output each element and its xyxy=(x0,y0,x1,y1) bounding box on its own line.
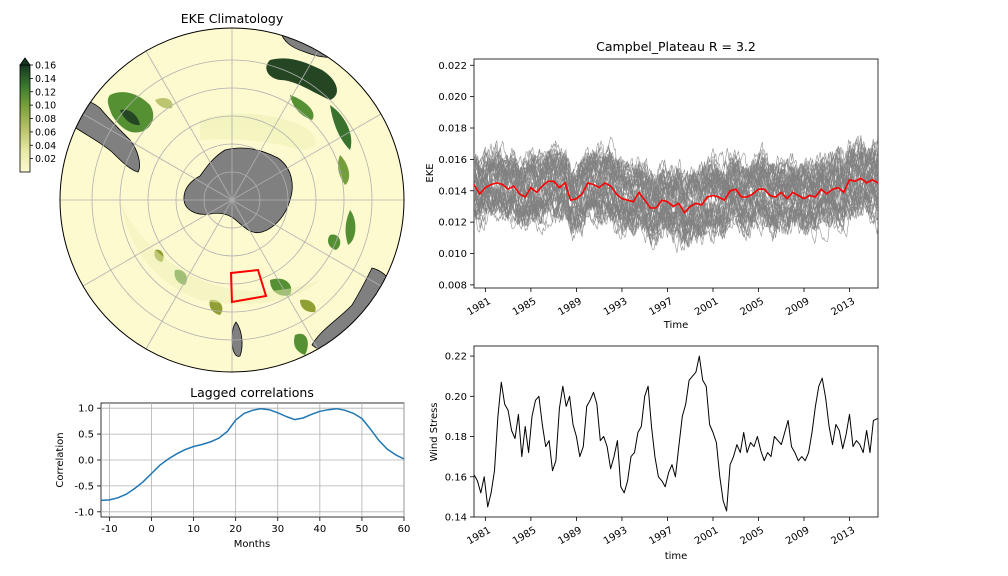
lagged-corr-axes: -10 0 10 20 30 40 50 60 1.0 0.5 0.0 -0.5 -1.0 xyxy=(74,404,410,535)
eke-xtick-label: 1989 xyxy=(556,296,584,318)
wind-stress-line xyxy=(473,355,879,512)
wind-stress-ytick-label: 0.16 xyxy=(445,472,467,483)
lagged-corr-ytick-label: 0.5 xyxy=(78,430,94,441)
eke-ytick-label: 0.018 xyxy=(438,124,467,135)
colorbar-tick-label: 0.08 xyxy=(35,114,56,125)
lagged-corr-xtick-label: 10 xyxy=(187,524,200,535)
lagged-corr-xtick-label: 40 xyxy=(313,524,326,535)
wind-stress-xtick-label: 1989 xyxy=(556,525,584,547)
lagged-corr-line-layer xyxy=(100,407,405,502)
wind-stress-ytick-label: 0.22 xyxy=(445,352,467,363)
wind-stress-xtick-label: 2001 xyxy=(693,525,721,547)
colorbar-tick-label: 0.04 xyxy=(35,141,56,152)
polar-map-disc xyxy=(60,28,404,372)
eke-timeseries-ylabel: EKE xyxy=(425,163,436,182)
eke-xtick-label: 1985 xyxy=(511,296,539,318)
eke-xtick-label: 2009 xyxy=(784,296,812,318)
wind-stress-xtick-label: 2009 xyxy=(784,525,812,547)
eke-field xyxy=(107,58,356,355)
eke-mean-layer xyxy=(474,177,878,215)
eke-xtick-label: 1981 xyxy=(465,296,493,318)
wind-stress-xlabel: time xyxy=(665,551,688,562)
wind-stress-ytick-label: 0.18 xyxy=(445,432,467,443)
lagged-corr-title: Lagged correlations xyxy=(190,385,314,400)
eke-xtick-label: 2005 xyxy=(738,296,766,318)
eke-ensemble-member xyxy=(474,186,878,248)
colorbar-tick-label: 0.16 xyxy=(35,61,56,72)
eke-timeseries-xlabel: Time xyxy=(663,320,688,331)
lagged-corr-xtick-label: 30 xyxy=(271,524,284,535)
lagged-corr-xtick-label: 0 xyxy=(148,524,154,535)
campbell-plateau-box xyxy=(229,268,268,304)
lagged-corr-ytick-label: 1.0 xyxy=(78,404,94,415)
eke-ensemble-lines xyxy=(474,135,878,253)
wind-stress-xtick-label: 1997 xyxy=(647,525,675,547)
eke-mean-line xyxy=(474,177,878,215)
lagged-corr-xtick-label: -10 xyxy=(101,524,117,535)
lagged-corr-grid xyxy=(101,403,405,517)
lagged-corr-xtick-label: 60 xyxy=(398,524,411,535)
colorbar-ticks: 0.16 0.14 0.12 0.10 0.08 0.06 0.04 0.02 xyxy=(30,61,56,165)
eke-xtick-label: 1997 xyxy=(647,296,675,318)
eke-ytick-label: 0.014 xyxy=(438,186,467,197)
eke-ensemble-member xyxy=(474,142,878,205)
map-boundary xyxy=(59,27,405,373)
colorbar-tick-label: 0.06 xyxy=(35,127,56,138)
colorbar-tick-label: 0.14 xyxy=(35,74,56,85)
eke-ytick-label: 0.020 xyxy=(438,92,467,103)
wind-stress-ytick-label: 0.14 xyxy=(445,513,467,524)
eke-ytick-label: 0.012 xyxy=(438,218,467,229)
colorbar-tick-label: 0.02 xyxy=(35,154,56,165)
eke-timeseries-panel: Campbel_Plateau R = 3.2 0.008 0.010 0.012 0… xyxy=(425,39,879,331)
lagged-corr-xtick-label: 50 xyxy=(356,524,369,535)
new-zealand xyxy=(231,321,243,357)
eke-xtick-label: 2001 xyxy=(693,296,721,318)
wind-stress-xtick-label: 2005 xyxy=(738,525,766,547)
lagged-corr-panel: Lagged correlations -10 0 10 20 30 40 50 60 1.0 0… xyxy=(55,385,410,550)
eke-timeseries-title: Campbel_Plateau R = 3.2 xyxy=(596,39,756,54)
lagged-corr-xtick-label: 20 xyxy=(229,524,242,535)
eke-ytick-label: 0.008 xyxy=(438,280,467,291)
eke-ensemble-member xyxy=(474,139,878,202)
eke-ensemble-member xyxy=(474,190,878,245)
lagged-corr-xlabel: Months xyxy=(234,539,271,550)
wind-stress-line-layer xyxy=(473,355,879,512)
eke-ensemble-member xyxy=(474,146,878,208)
eke-ytick-label: 0.016 xyxy=(438,155,467,166)
eke-xtick-label: 2013 xyxy=(830,296,858,318)
lagged-corr-ytick-label: -1.0 xyxy=(74,507,94,518)
eke-ensemble-member xyxy=(474,168,878,226)
wind-stress-xtick-label: 1993 xyxy=(602,525,630,547)
eke-map-title: EKE Climatology xyxy=(181,11,284,26)
eke-ytick-label: 0.022 xyxy=(438,61,467,72)
eke-map-panel: EKE Climatology xyxy=(19,11,405,373)
colorbar-tick-label: 0.10 xyxy=(35,101,56,112)
eke-xtick-label: 1993 xyxy=(602,296,630,318)
lagged-corr-ylabel: Correlation xyxy=(55,432,66,487)
graticule xyxy=(60,28,404,372)
lagged-corr-ytick-label: -0.5 xyxy=(74,481,94,492)
wind-stress-xtick-label: 1985 xyxy=(511,525,539,547)
colorbar-tick-label: 0.12 xyxy=(35,87,56,98)
wind-stress-xtick-label: 1981 xyxy=(465,525,493,547)
eke-ytick-label: 0.010 xyxy=(438,249,467,260)
wind-stress-ylabel: Wind Stress xyxy=(429,402,440,461)
lagged-corr-ytick-label: 0.0 xyxy=(78,456,94,467)
wind-stress-xtick-label: 2013 xyxy=(830,525,858,547)
wind-stress-frame xyxy=(473,345,879,518)
eke-colorbar: 0.16 0.14 0.12 0.10 0.08 0.06 0.04 0.02 xyxy=(19,57,56,173)
lagged-corr-line xyxy=(100,407,405,502)
wind-stress-ytick-label: 0.20 xyxy=(445,392,467,403)
